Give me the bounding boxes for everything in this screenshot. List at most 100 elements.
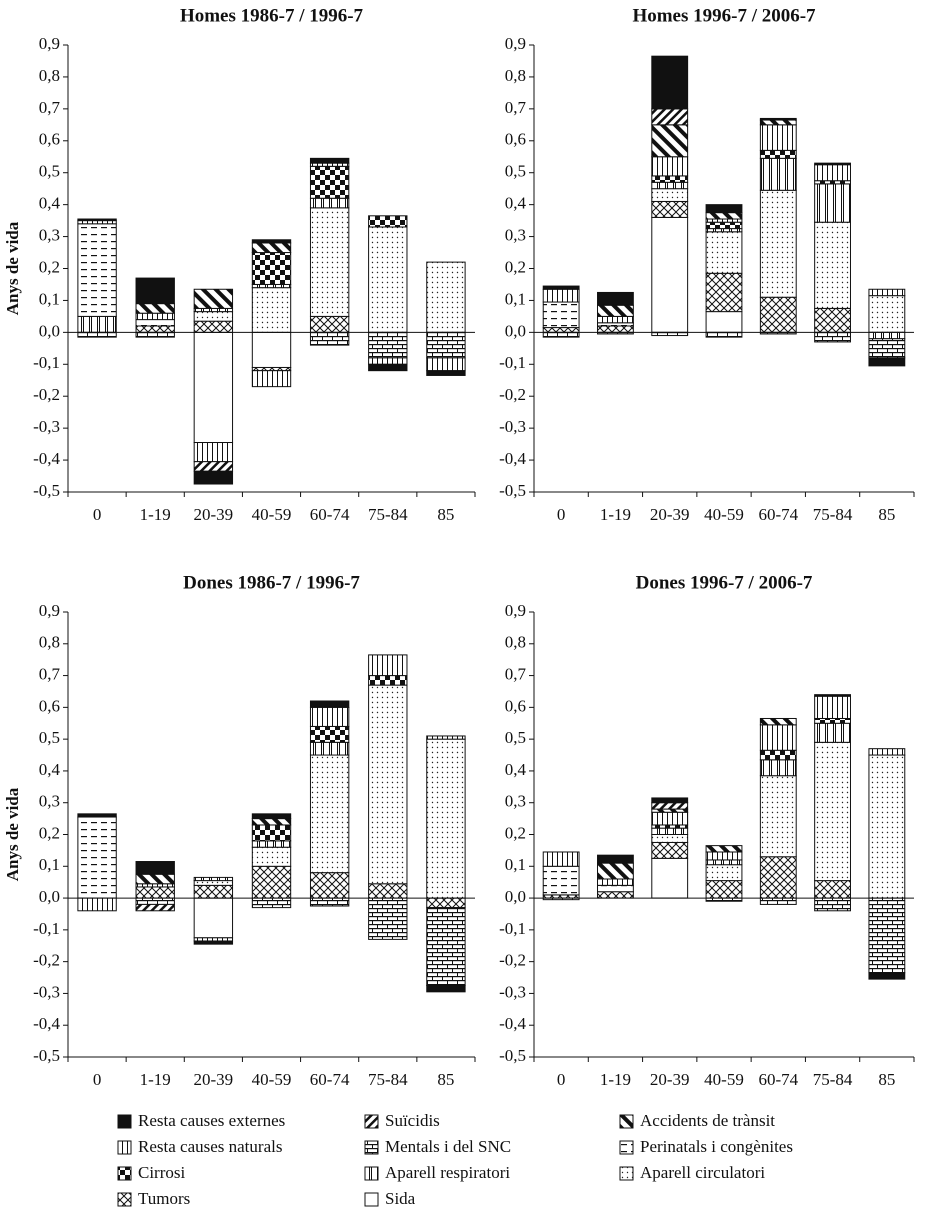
legend-label: Suïcidis (385, 1111, 440, 1130)
x-tick-label: 40-59 (252, 505, 292, 524)
y-tick-label: 0,0 (505, 887, 526, 906)
bar-segment (426, 261, 466, 333)
bar-segment (135, 861, 175, 875)
bar-segment (814, 162, 851, 166)
bar-segment (651, 802, 689, 810)
legend-label: Cirrosi (138, 1163, 186, 1182)
y-tick-label: 0,7 (505, 98, 527, 117)
bar-segment (597, 862, 634, 880)
bar-segment (193, 331, 234, 444)
y-tick-label: 0,6 (39, 696, 60, 715)
bar-segment (251, 897, 292, 909)
y-tick-label: 0,5 (505, 728, 526, 747)
bar-segment (868, 295, 906, 333)
bar-segment (368, 897, 408, 940)
x-tick-label: 0 (93, 505, 102, 524)
bar-segment (759, 856, 797, 899)
x-tick-label: 75-84 (368, 505, 408, 524)
bar-segment (651, 797, 689, 804)
bar-segment (705, 880, 743, 899)
bar-segment (651, 841, 689, 859)
x-tick-label: 1-19 (600, 505, 631, 524)
y-tick-label: 0,5 (39, 162, 60, 181)
x-tick-label: 40-59 (704, 1070, 744, 1089)
legend-label: Perinatals i congènites (640, 1137, 793, 1156)
y-tick-label: -0,3 (499, 417, 526, 436)
x-tick-label: 0 (557, 505, 566, 524)
y-tick-label: -0,3 (33, 417, 60, 436)
bar-segment (309, 706, 350, 727)
y-tick-label: 0,3 (39, 792, 60, 811)
bar-segment (368, 883, 408, 899)
y-tick-label: 0,2 (39, 823, 60, 842)
y-tick-label: 0,7 (505, 664, 527, 683)
y-tick-label: 0,1 (39, 289, 60, 308)
bar-segment (251, 840, 292, 848)
bar-segment (251, 242, 292, 254)
bar-segment (426, 738, 466, 899)
y-tick-label: -0,2 (33, 951, 60, 970)
bar-segment (868, 338, 906, 359)
bar-segment (759, 749, 797, 761)
legend-swatch (364, 1192, 379, 1207)
y-tick-label: 0,8 (39, 633, 60, 652)
bar-segment (759, 897, 797, 905)
bar-segment (651, 216, 689, 333)
y-tick-label: 0,9 (39, 34, 60, 53)
bar-segment (597, 315, 634, 324)
bar-segment (651, 834, 689, 843)
bar-segment (868, 357, 906, 367)
legend-swatch (364, 1114, 379, 1129)
bar-segment (135, 886, 175, 899)
bar-segment (77, 816, 117, 899)
bar-segment (135, 873, 175, 885)
bar-segment (426, 897, 466, 909)
bar-segment (814, 694, 851, 697)
x-tick-label: 20-39 (650, 1070, 690, 1089)
bar-segment (814, 741, 851, 882)
bar-segment (705, 212, 743, 220)
y-tick-label: 0,5 (505, 162, 526, 181)
bar-segment (597, 878, 634, 886)
bar-segment (868, 748, 906, 756)
bar-segment (651, 811, 689, 826)
bar-segment (135, 331, 175, 338)
legend-label: Accidents de trànsit (640, 1111, 775, 1130)
bar-segment (868, 331, 906, 340)
bar-segment (309, 700, 350, 708)
chart-title: Homes 1996-7 / 2006-7 (632, 5, 816, 26)
bar-segment (368, 331, 408, 359)
x-tick-label: 60-74 (758, 1070, 798, 1089)
x-tick-label: 40-59 (704, 505, 744, 524)
y-tick-label: 0,1 (505, 855, 526, 874)
bar-segment (759, 717, 797, 726)
bar-segment (193, 288, 234, 309)
bar-segment (309, 165, 350, 199)
y-tick-label: 0,5 (39, 728, 60, 747)
bar-segment (597, 891, 634, 899)
y-tick-label: 0,8 (505, 633, 526, 652)
bar-segment (193, 320, 234, 333)
y-tick-label: 0,4 (39, 194, 61, 213)
bar-segment (135, 319, 175, 327)
bar-segment (542, 327, 580, 333)
legend-swatch (619, 1114, 634, 1129)
bar-segment (759, 775, 797, 858)
x-tick-label: 60-74 (310, 1070, 350, 1089)
bar-segment (542, 331, 580, 338)
bar-segment (705, 221, 743, 230)
bar-segment (193, 897, 234, 939)
bar-segment (135, 312, 175, 321)
legend-swatch (117, 1166, 132, 1181)
x-tick-label: 1-19 (600, 1070, 631, 1089)
legend-label: Aparell circulatori (640, 1163, 765, 1182)
bar-segment (251, 865, 292, 899)
bar-segment (193, 461, 234, 472)
bar-segment (651, 827, 689, 836)
y-tick-label: 0,4 (39, 760, 61, 779)
bar-segment (542, 288, 580, 303)
bar-segment (77, 897, 117, 912)
bar-segment (542, 285, 580, 290)
y-tick-label: 0,2 (39, 257, 60, 276)
